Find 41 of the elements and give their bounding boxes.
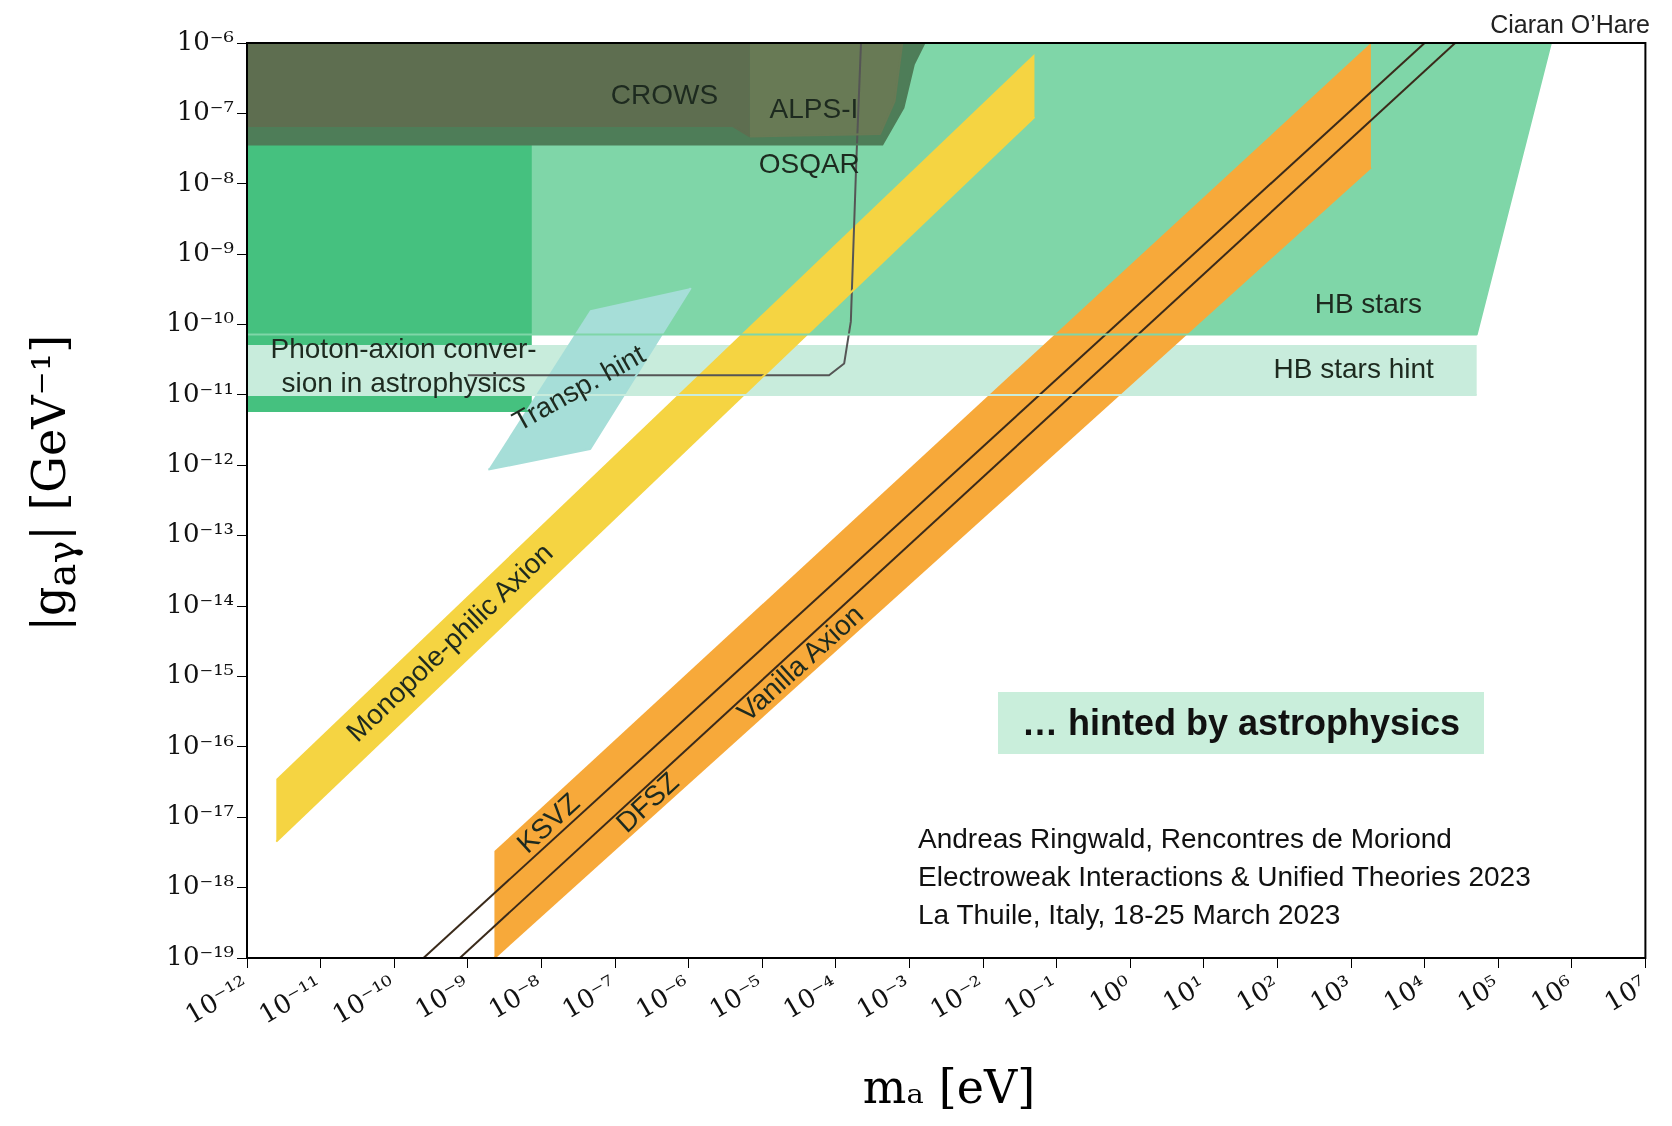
y-tick-label: 10⁻⁶ [176, 25, 234, 56]
series-label: ALPS-I [769, 93, 859, 125]
y-tick-label: 10⁻¹⁹ [166, 940, 234, 971]
y-tick-label: 10⁻¹⁷ [166, 799, 234, 830]
x-tick-label: 10⁷ [1599, 969, 1652, 1018]
y-tick-label: 10⁻⁸ [176, 166, 234, 197]
y-tick-label: 10⁻¹⁰ [166, 307, 234, 338]
annotation: … hinted by astrophysics [998, 692, 1485, 754]
x-tick-label: 10⁻⁵ [704, 969, 769, 1025]
y-tick-label: 10⁻¹⁸ [166, 870, 234, 901]
x-tick-label: 10⁴ [1378, 969, 1431, 1018]
x-tick-label: 10⁻⁸ [483, 969, 548, 1025]
series-label: HB stars hint [1273, 352, 1435, 384]
x-tick-label: 10⁰ [1083, 969, 1137, 1018]
y-tick-label: 10⁻¹⁵ [166, 659, 234, 690]
annotation: Electroweak Interactions & Unified Theories 2023 [918, 860, 1531, 894]
x-tick-label: 10⁻⁶ [630, 969, 695, 1025]
x-axis-title: mₐ [eV] [861, 1060, 1037, 1114]
series-label: CROWS [610, 78, 719, 110]
x-tick-label: 10⁻³ [851, 969, 916, 1025]
x-tick-label: 10³ [1304, 969, 1358, 1018]
annotation: Andreas Ringwald, Rencontres de Moriond [918, 822, 1453, 856]
x-tick-label: 10⁶ [1525, 969, 1579, 1018]
x-tick-label: 10⁻⁴ [777, 969, 843, 1025]
x-tick-label: 10⁻¹ [998, 969, 1063, 1025]
text: Ciaran O’Hare [1490, 10, 1650, 39]
y-tick-label: 10⁻¹⁶ [166, 729, 234, 760]
y-tick-label: 10⁻⁷ [176, 96, 234, 127]
x-tick-label: 10⁻⁹ [409, 969, 475, 1025]
y-tick-label: 10⁻¹¹ [166, 377, 234, 408]
annotation: La Thuile, Italy, 18-25 March 2023 [918, 898, 1342, 932]
x-tick-label: 10⁻² [924, 969, 990, 1025]
x-tick-label: 10⁵ [1451, 969, 1505, 1018]
x-tick-label: 10¹ [1157, 969, 1211, 1018]
y-tick-label: 10⁻¹³ [166, 518, 234, 549]
y-tick-label: 10⁻¹² [166, 448, 234, 479]
series-label: HB stars [1314, 288, 1423, 320]
y-tick-label: 10⁻⁹ [176, 236, 234, 267]
x-tick-label: 10² [1231, 969, 1284, 1018]
x-tick-label: 10⁻⁷ [556, 969, 622, 1025]
y-tick-label: 10⁻¹⁴ [166, 588, 234, 619]
